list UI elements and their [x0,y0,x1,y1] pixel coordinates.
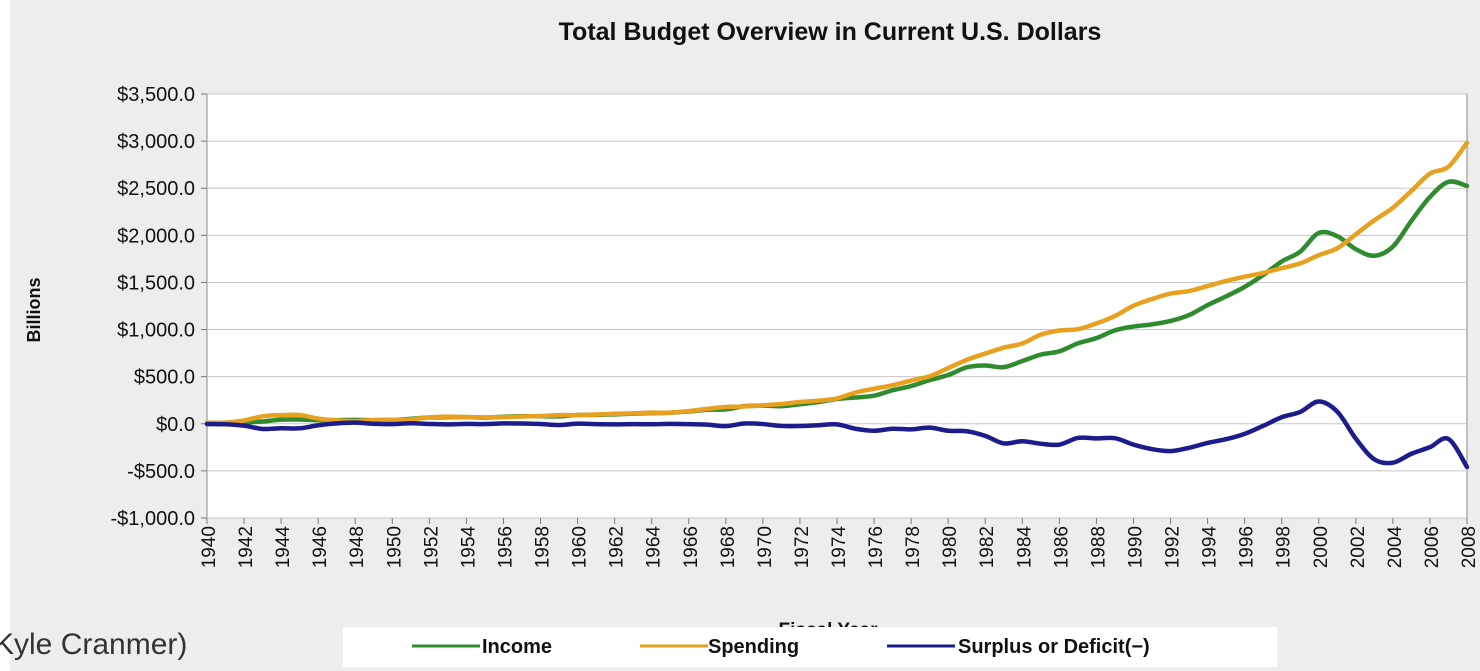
legend-label: Income [482,636,552,658]
x-tick-label: 1960 [570,526,591,568]
x-tick-label: 1974 [829,526,850,569]
x-tick-label: 1994 [1200,526,1221,569]
attribution-caption: Kyle Cranmer) [0,628,188,661]
x-tick-label: 1940 [199,526,220,568]
x-tick-label: 1970 [755,526,776,568]
x-tick-label: 1946 [310,526,331,568]
x-tick-label: 2004 [1385,526,1406,569]
legend-label: Spending [708,636,799,658]
x-tick-label: 2000 [1311,526,1332,568]
legend-label: Surplus or Deficit(−) [958,636,1150,658]
y-tick-label: $2,500.0 [117,178,195,200]
y-tick-label: $2,000.0 [117,225,195,247]
x-tick-label: 1998 [1274,526,1295,568]
y-tick-label: $1,000.0 [117,320,195,342]
series-lines [204,140,1470,470]
y-tick-label: $3,500.0 [117,84,195,106]
x-tick-label: 1948 [347,526,368,568]
x-tick-label: 1968 [718,526,739,568]
x-tick-label: 1972 [792,526,813,568]
y-tick-label: $500.0 [134,367,195,389]
legend: Income Spending Surplus or Deficit(−) [412,636,1150,658]
x-tick-label: 1996 [1237,526,1258,568]
x-tick-label: 1990 [1125,526,1146,568]
x-tick-label: 1964 [644,526,665,569]
y-tick-labels: -$1,000.0 -$500.0 $0.0 $500.0 $1,000.0 $1,500… [110,84,195,530]
x-tick-label: 1978 [903,526,924,568]
y-tick-label: -$1,000.0 [110,508,195,530]
x-tick-label: 2006 [1422,526,1443,568]
x-tick-label: 1986 [1051,526,1072,568]
x-tick-label: 1944 [273,526,294,569]
x-tick-label: 2008 [1459,526,1480,568]
chart-title: Total Budget Overview in Current U.S. Do… [559,18,1102,46]
x-tick-label: 1980 [940,526,961,568]
x-tick-label: 1988 [1088,526,1109,568]
x-tick-label: 2002 [1348,526,1369,568]
y-tick-label: $1,500.0 [117,272,195,294]
x-tick-label: 1956 [495,526,516,568]
y-tick-label: $3,000.0 [117,131,195,153]
x-tick-label: 1992 [1163,526,1184,568]
y-tick-label: $0.0 [156,414,195,436]
x-tick-label: 1954 [458,526,479,569]
plot-area [206,93,1468,519]
x-tick-label: 1966 [681,526,702,568]
x-tick-label: 1942 [236,526,257,568]
x-tick-label: 1962 [607,526,628,568]
x-tick-label: 1950 [384,526,405,568]
x-tick-label: 1976 [866,526,887,568]
gridlines [201,93,1468,524]
series-line-2 [204,399,1470,470]
legend-box [343,627,1277,667]
x-tick-label: 1982 [977,526,998,568]
x-tick-label: 1984 [1014,526,1035,569]
series-line-1 [204,140,1470,426]
x-tick-label: 1952 [421,526,442,568]
y-tick-label: -$500.0 [127,461,195,483]
x-tick-labels: 1940 1942 1944 1946 1948 1950 1952 1954 1956 1958… [199,526,1480,569]
x-tick-label: 1958 [533,526,554,568]
y-axis-label: Billions [24,277,44,342]
